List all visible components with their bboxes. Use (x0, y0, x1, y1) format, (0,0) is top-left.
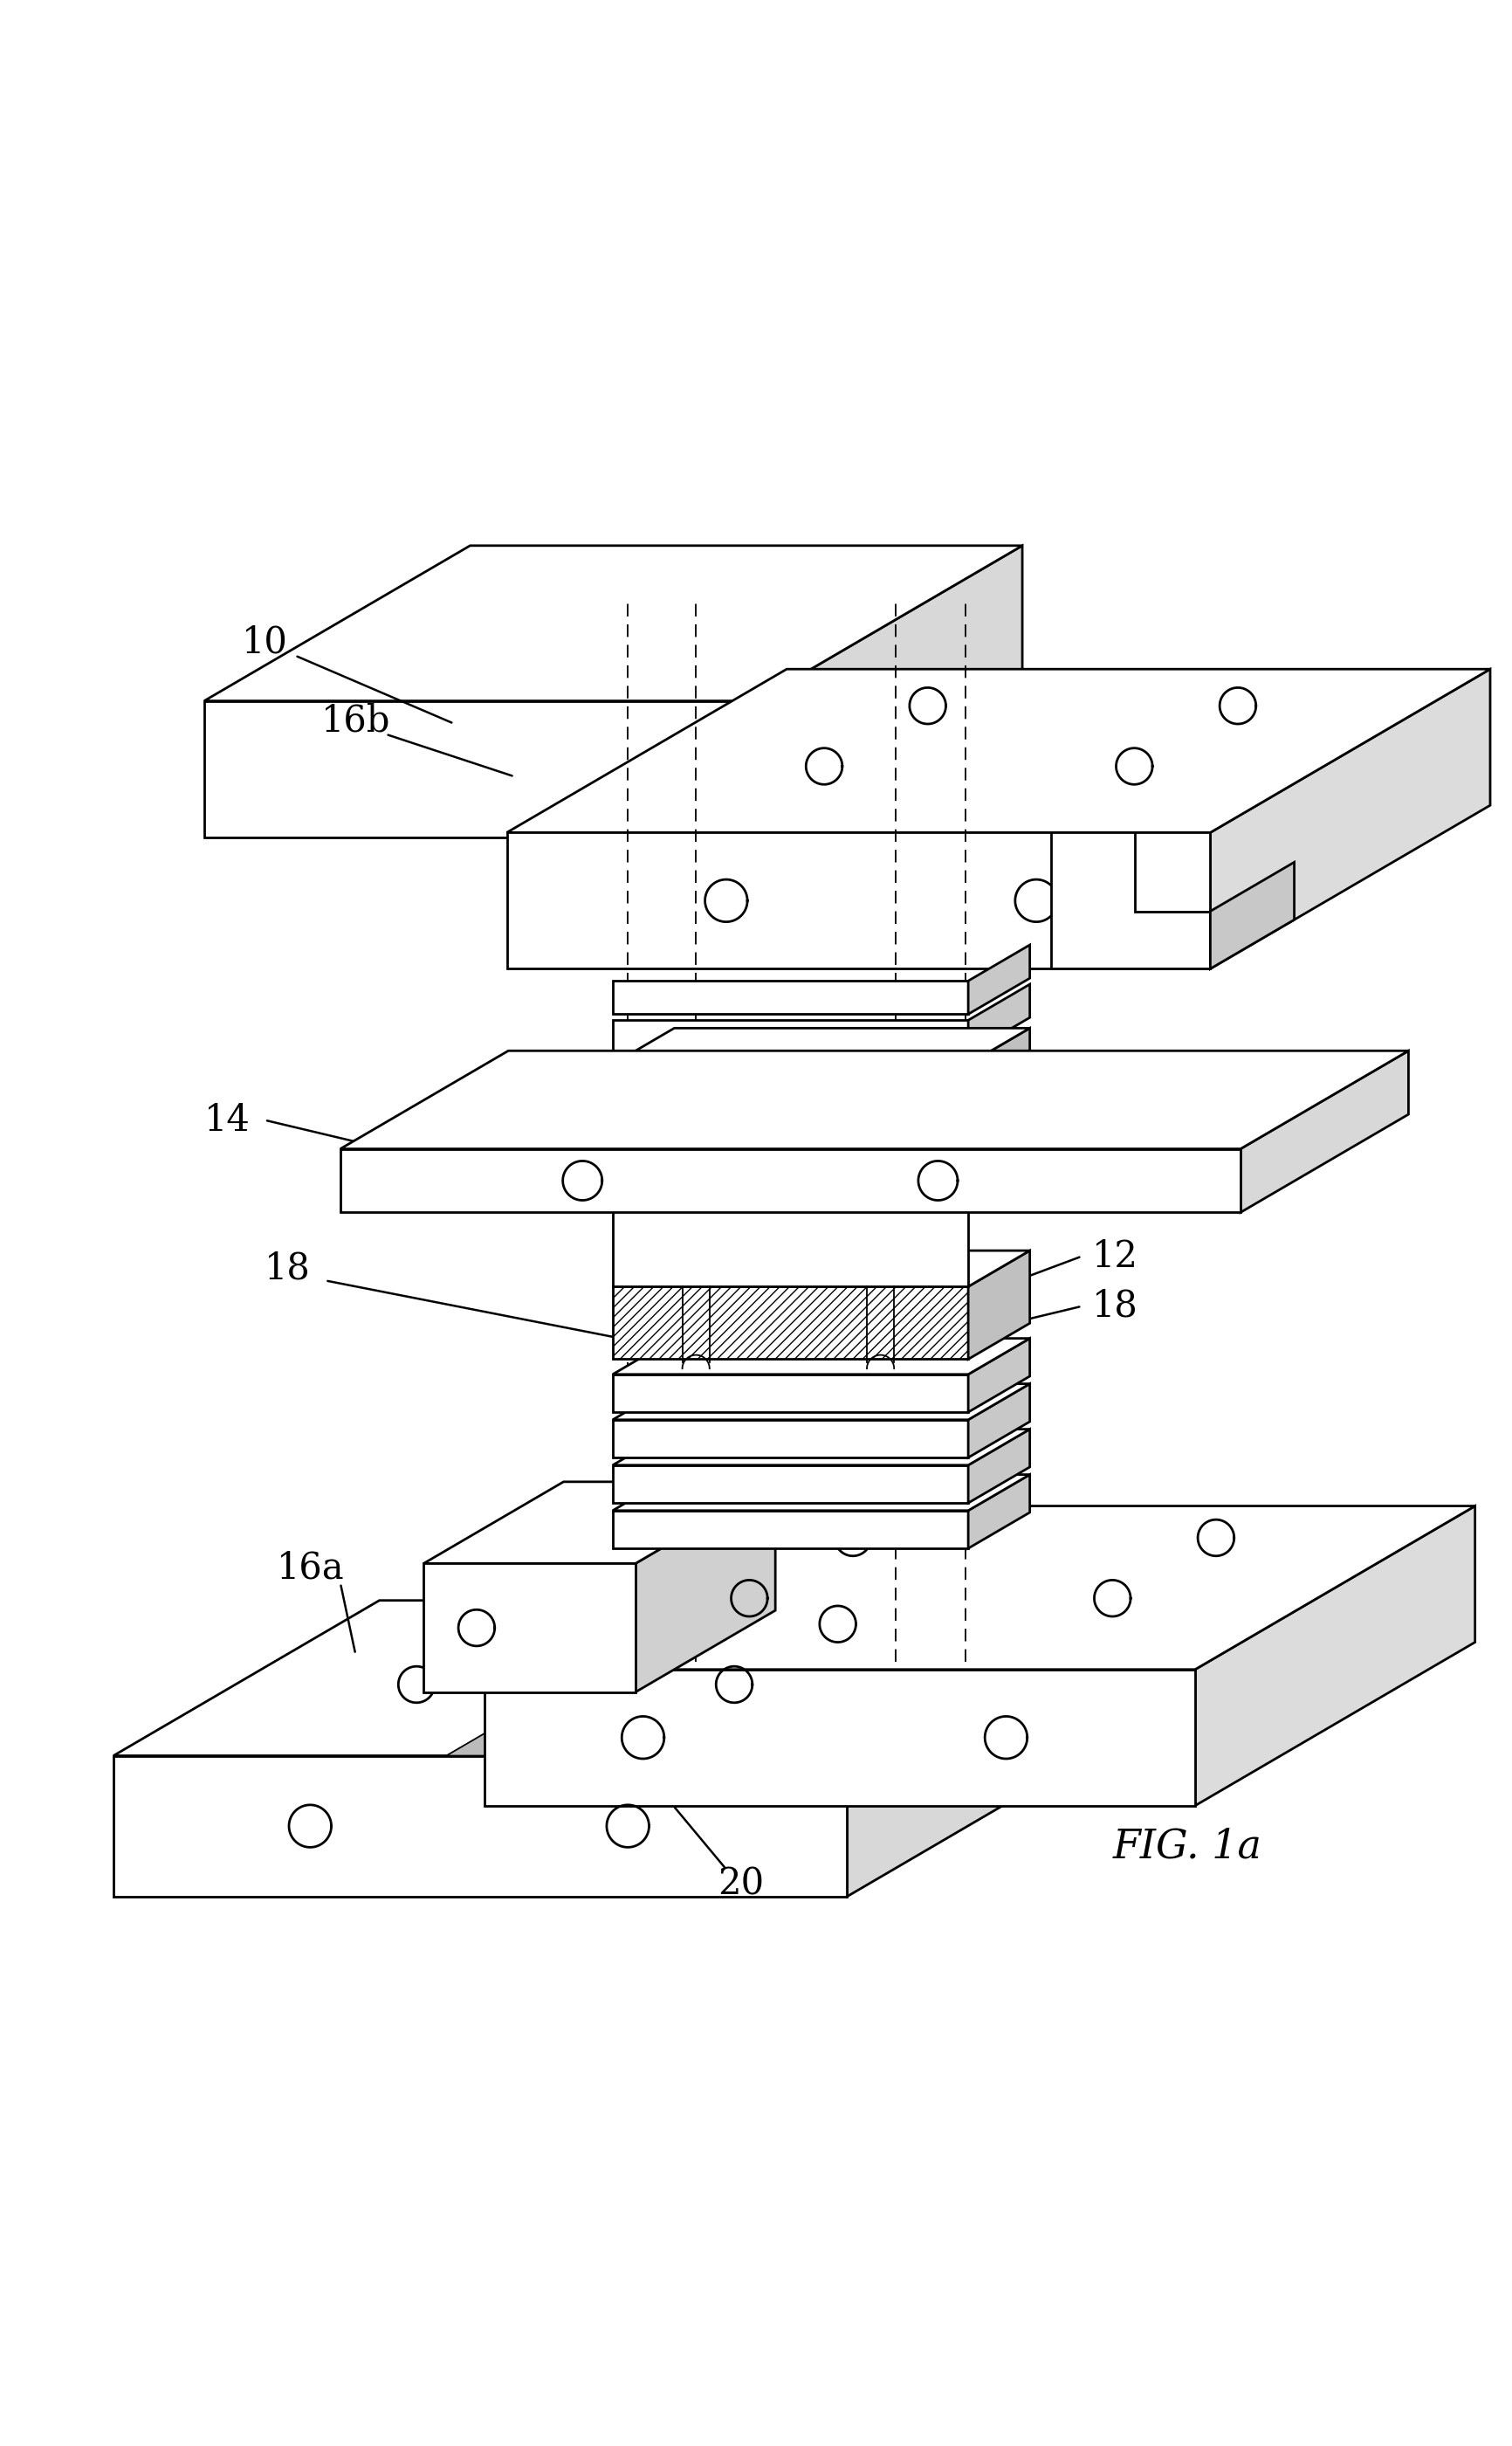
Polygon shape (612, 1338, 1030, 1375)
Text: 16b: 16b (321, 702, 390, 739)
Polygon shape (968, 983, 1030, 1054)
Polygon shape (756, 545, 1022, 837)
Polygon shape (113, 1756, 847, 1896)
Polygon shape (612, 1287, 968, 1360)
Text: 12: 12 (1092, 1069, 1139, 1106)
Polygon shape (612, 1384, 1030, 1419)
Polygon shape (484, 1507, 1474, 1671)
Polygon shape (113, 1600, 1113, 1756)
Polygon shape (340, 1052, 1408, 1150)
Text: 16a: 16a (277, 1551, 343, 1587)
Polygon shape (612, 1027, 1030, 1064)
Polygon shape (204, 545, 1022, 702)
Polygon shape (612, 1375, 968, 1411)
Polygon shape (507, 670, 1489, 832)
Text: 14: 14 (204, 1101, 249, 1137)
Polygon shape (446, 1600, 1090, 1756)
Text: FIG. 1a: FIG. 1a (1113, 1827, 1261, 1866)
Polygon shape (635, 1482, 776, 1693)
Polygon shape (968, 1384, 1030, 1458)
Polygon shape (507, 832, 1210, 969)
Polygon shape (1210, 863, 1293, 969)
Polygon shape (968, 944, 1030, 1015)
Polygon shape (1051, 912, 1210, 969)
Polygon shape (612, 1020, 968, 1054)
Polygon shape (612, 1475, 1030, 1512)
Polygon shape (484, 1671, 1194, 1805)
Polygon shape (612, 1064, 968, 1137)
Text: 20: 20 (718, 1866, 764, 1903)
Polygon shape (612, 1512, 968, 1548)
Text: 18: 18 (1092, 1289, 1137, 1326)
Text: 12: 12 (1092, 1238, 1139, 1274)
Polygon shape (423, 1482, 776, 1563)
Polygon shape (968, 1338, 1030, 1411)
Polygon shape (968, 1475, 1030, 1548)
Polygon shape (612, 1428, 1030, 1465)
Polygon shape (612, 1250, 1030, 1287)
Polygon shape (612, 1419, 968, 1458)
Polygon shape (1240, 1052, 1408, 1213)
Polygon shape (612, 981, 968, 1015)
Polygon shape (340, 1150, 1240, 1213)
Polygon shape (1051, 832, 1210, 969)
Polygon shape (968, 1428, 1030, 1502)
Polygon shape (968, 1250, 1030, 1360)
Polygon shape (612, 1465, 968, 1502)
Polygon shape (968, 1027, 1030, 1137)
Polygon shape (204, 702, 756, 837)
Text: 10: 10 (242, 624, 287, 660)
Polygon shape (612, 1137, 968, 1287)
Polygon shape (847, 1600, 1113, 1896)
Polygon shape (423, 1563, 635, 1693)
Polygon shape (1194, 1507, 1474, 1805)
Polygon shape (1210, 670, 1489, 969)
Text: 18: 18 (265, 1250, 310, 1287)
